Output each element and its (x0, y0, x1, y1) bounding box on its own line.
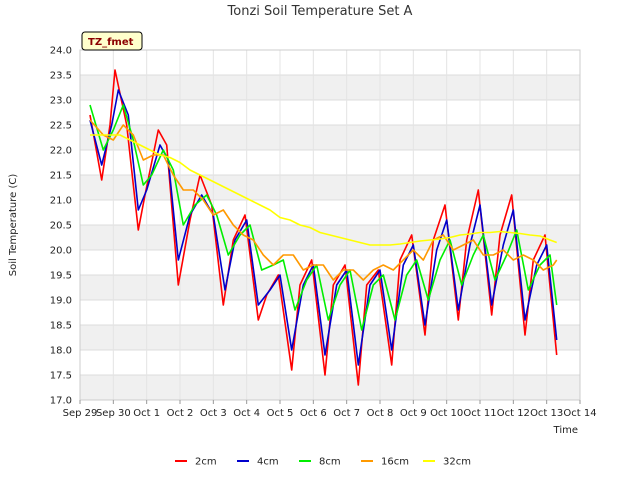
legend: 2cm 4cm 8cm 16cm 32cm (175, 457, 471, 468)
y-tick-label: 20.5 (50, 221, 72, 232)
x-tick-label: Oct 13 (530, 408, 563, 419)
y-tick-label: 21.0 (50, 196, 72, 207)
x-tick-label: Oct 11 (463, 408, 496, 419)
x-tick-label: Oct 12 (497, 408, 530, 419)
x-tick-label: Sep 30 (96, 408, 131, 419)
y-tick-label: 22.5 (50, 121, 72, 132)
background-bands (80, 75, 580, 400)
y-tick-label: 18.0 (50, 346, 72, 357)
y-tick-label: 17.5 (50, 371, 72, 382)
x-tick-label: Oct 3 (200, 408, 227, 419)
series-line-2cm (89, 69, 558, 386)
badge-label: TZ_fmet (88, 37, 134, 48)
x-tick-label: Oct 5 (267, 408, 294, 419)
plot-frame (79, 49, 581, 401)
x-tick-label: Oct 9 (400, 408, 427, 419)
y-tick-label: 23.0 (50, 96, 72, 107)
x-tick-label: Oct 8 (367, 408, 394, 419)
y-tick-label: 19.5 (50, 271, 72, 282)
legend-label: 2cm (195, 457, 217, 468)
x-tick-label: Sep 29 (63, 408, 98, 419)
legend-label: 16cm (381, 457, 409, 468)
y-tick-label: 17.0 (50, 396, 72, 407)
y-axis-ticks: 17.0 17.5 18.0 18.5 19.0 19.5 20.0 20.5 21.0 21.5… (50, 46, 72, 407)
x-tick-label: Oct 4 (233, 408, 260, 419)
y-tick-label: 21.5 (50, 171, 72, 182)
x-tick-label: Oct 14 (563, 408, 596, 419)
badge: TZ_fmet (81, 31, 143, 51)
legend-label: 32cm (443, 457, 471, 468)
grid-band (80, 75, 580, 100)
y-tick-label: 19.0 (50, 296, 72, 307)
x-tick-label: Oct 6 (300, 408, 327, 419)
y-axis-label: Soil Temperature (C) (8, 174, 19, 277)
grid-band (80, 175, 580, 200)
grid-band (80, 275, 580, 300)
series-line-4cm (89, 89, 558, 366)
x-axis-label: Time (553, 425, 578, 436)
series-layer (89, 69, 558, 386)
grid-band (80, 375, 580, 400)
legend-label: 4cm (257, 457, 279, 468)
y-tick-label: 23.5 (50, 71, 72, 82)
series-line-16cm (89, 119, 558, 281)
badge-box (81, 31, 143, 51)
x-tick-label: Oct 7 (333, 408, 360, 419)
x-tick-label: Oct 1 (133, 408, 160, 419)
grid-band (80, 225, 580, 250)
chart-title: Tonzi Soil Temperature Set A (227, 4, 413, 19)
x-tick-label: Oct 10 (430, 408, 463, 419)
y-tick-label: 24.0 (50, 46, 72, 57)
series-line-32cm (90, 134, 557, 246)
y-tick-label: 22.0 (50, 146, 72, 157)
x-tick-label: Oct 2 (167, 408, 194, 419)
legend-label: 8cm (319, 457, 341, 468)
y-tick-label: 20.0 (50, 246, 72, 257)
series-line-8cm (89, 104, 558, 331)
y-tick-label: 18.5 (50, 321, 72, 332)
